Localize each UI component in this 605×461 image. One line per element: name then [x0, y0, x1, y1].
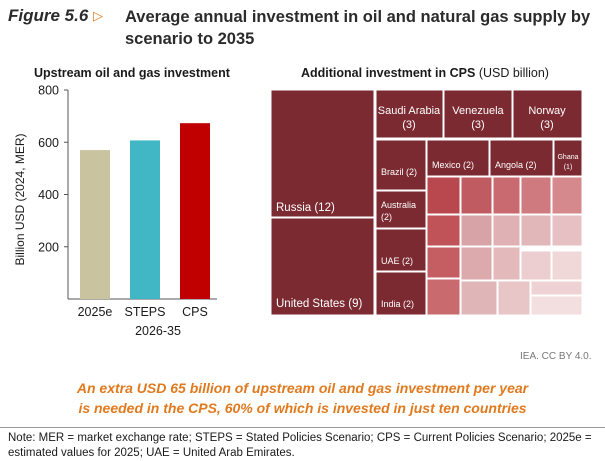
- y-tick-label: 200: [38, 240, 59, 254]
- y-tick-label: 400: [38, 188, 59, 202]
- note-divider: [0, 427, 605, 428]
- treemap-cell-small: [551, 214, 583, 247]
- treemap-cell-small: [426, 246, 461, 279]
- treemap-cell-small: [530, 280, 583, 296]
- treemap-cell-small: [520, 176, 552, 215]
- credit-text: IEA. CC BY 4.0.: [520, 351, 592, 362]
- treemap-cell: [426, 139, 490, 177]
- treemap-cell: [375, 228, 427, 272]
- treemap-cell-small: [497, 280, 531, 316]
- x-axis-label: 2026-35: [135, 324, 181, 338]
- treemap-cell-small: [520, 214, 552, 247]
- treemap-cell-small: [551, 250, 583, 281]
- treemap-cell: [375, 190, 427, 229]
- treemap-cell: [375, 89, 444, 139]
- treemap-label: India (2): [381, 299, 414, 309]
- note-text: Note: MER = market exchange rate; STEPS …: [8, 432, 592, 459]
- figure-label: Figure 5.6: [8, 6, 89, 25]
- y-axis-label: Billion USD (2024, MER): [13, 133, 27, 265]
- treemap-cell: [375, 139, 427, 191]
- treemap-label: Russia (12): [276, 202, 335, 214]
- figure-title: Average annual investment in oil and nat…: [125, 8, 591, 48]
- callout-line-1: An extra USD 65 billion of upstream oil …: [76, 380, 529, 396]
- treemap-cell-small: [492, 246, 521, 281]
- treemap-label: Norway (3): [528, 105, 566, 131]
- treemap-label: Mexico (2): [432, 160, 474, 170]
- treemap-cell: [270, 89, 375, 218]
- figure-arrow-icon: ▷: [93, 8, 103, 23]
- treemap-label: Ghana (1): [557, 154, 578, 171]
- treemap-cell-small: [520, 250, 552, 281]
- bar: [130, 140, 160, 299]
- treemap-title-main: Additional investment in CPS: [301, 66, 476, 80]
- bar: [80, 150, 110, 299]
- bar: [180, 123, 210, 300]
- x-tick-label: CPS: [182, 305, 208, 319]
- treemap-label: Brazil (2): [381, 167, 417, 177]
- treemap-label: United States (9): [276, 298, 362, 310]
- treemap-label: UAE (2): [381, 256, 413, 266]
- treemap-label: Venezuela (3): [452, 105, 504, 131]
- treemap-cell: [489, 139, 554, 177]
- treemap-cell-small: [426, 214, 461, 247]
- treemap-cell: [553, 139, 583, 177]
- callout-text: An extra USD 65 billion of upstream oil …: [10, 378, 595, 418]
- treemap-cell-small: [460, 176, 493, 215]
- treemap-cell: [443, 89, 513, 139]
- treemap-cell-small: [426, 278, 461, 316]
- treemap-cell-small: [551, 176, 583, 215]
- bar-chart-title: Upstream oil and gas investment: [34, 66, 230, 80]
- treemap-cell-small: [460, 246, 493, 281]
- treemap-cell-small: [460, 280, 498, 316]
- y-tick-label: 800: [38, 84, 59, 98]
- x-tick-label: 2025e: [78, 305, 113, 319]
- treemap-cell: [270, 217, 375, 316]
- treemap-title-unit: (USD billion): [478, 66, 549, 80]
- treemap-cell: [512, 89, 583, 139]
- treemap-cell-small: [530, 295, 583, 316]
- treemap-label: Angola (2): [495, 160, 537, 170]
- treemap-cell-small: [460, 214, 493, 247]
- treemap-label: Australia (2): [381, 200, 416, 222]
- treemap-cell-small: [426, 176, 461, 215]
- x-tick-label: STEPS: [125, 305, 166, 319]
- treemap-title: Additional investment in CPS (USD billio…: [301, 66, 549, 80]
- treemap-label: Saudi Arabia (3): [378, 105, 441, 131]
- y-tick-label: 600: [38, 136, 59, 150]
- treemap-cell-small: [492, 214, 521, 247]
- callout-line-2: is needed in the CPS, 60% of which is in…: [78, 400, 527, 416]
- treemap-cell-small: [492, 176, 521, 215]
- treemap-cell: [375, 271, 427, 316]
